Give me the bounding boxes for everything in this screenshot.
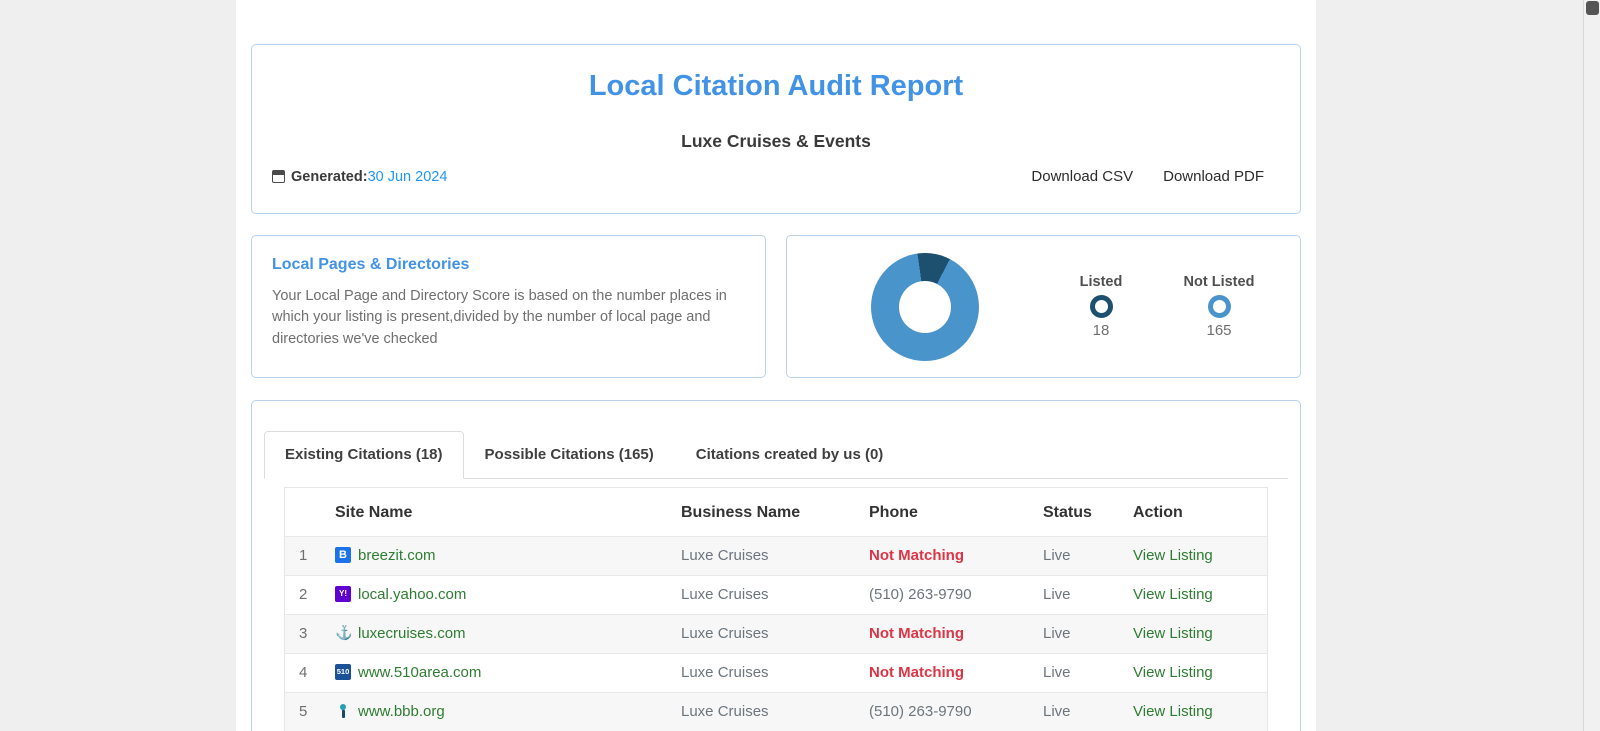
table-row: 5 www.bbb.org Luxe Cruises (510) 263-979… [285,693,1267,731]
citations-donut-chart [871,253,979,361]
score-card-description: Your Local Page and Directory Score is b… [272,286,745,350]
citations-table-panel: Site Name Business Name Phone Status Act… [284,487,1268,731]
yahoo-favicon: Y! [335,586,351,602]
col-phone: Phone [861,488,1035,537]
citations-table: Site Name Business Name Phone Status Act… [285,488,1267,731]
not-listed-donut-icon [1208,295,1231,318]
report-page: Local Citation Audit Report Luxe Cruises… [236,0,1316,731]
business-name: Luxe Cruises & Events [272,131,1280,152]
tab-citations-created[interactable]: Citations created by us (0) [675,431,905,479]
status-cell: Live [1035,537,1125,576]
row-index: 2 [285,576,327,615]
vertical-scrollbar[interactable] [1583,0,1600,731]
page-title: Local Citation Audit Report [272,69,1280,103]
scrollbar-thumb[interactable] [1586,1,1599,15]
col-index [285,488,327,537]
business-name-cell: Luxe Cruises [673,693,861,731]
legend-not-listed: Not Listed 165 [1181,274,1257,339]
site-link[interactable]: luxecruises.com [358,625,466,642]
table-row: 4 510 www.510area.com Luxe Cruises Not Ma… [285,654,1267,693]
listed-donut-icon [1090,295,1113,318]
status-cell: Live [1035,654,1125,693]
site-link[interactable]: www.510area.com [358,664,481,681]
business-name-cell: Luxe Cruises [673,576,861,615]
tab-possible-citations[interactable]: Possible Citations (165) [464,431,675,479]
col-site-name: Site Name [327,488,673,537]
donut-hole [899,281,951,333]
row-index: 3 [285,615,327,654]
site-link[interactable]: breezit.com [358,547,436,564]
report-header-card: Local Citation Audit Report Luxe Cruises… [251,44,1301,214]
col-business-name: Business Name [673,488,861,537]
citations-tabs: Existing Citations (18) Possible Citatio… [264,431,1288,479]
view-listing-link[interactable]: View Listing [1133,664,1213,681]
business-name-cell: Luxe Cruises [673,654,861,693]
site-link[interactable]: local.yahoo.com [358,586,466,603]
download-pdf-link[interactable]: Download PDF [1163,168,1264,185]
view-listing-link[interactable]: View Listing [1133,703,1213,720]
score-description-card: Local Pages & Directories Your Local Pag… [251,235,766,378]
calendar-icon [272,170,285,183]
row-index: 1 [285,537,327,576]
status-cell: Live [1035,693,1125,731]
view-listing-link[interactable]: View Listing [1133,547,1213,564]
generated-label: Generated: [291,169,368,185]
browser-viewport: Local Citation Audit Report Luxe Cruises… [0,0,1600,731]
status-cell: Live [1035,615,1125,654]
phone-cell: Not Matching [861,654,1035,693]
site-link[interactable]: www.bbb.org [358,703,445,720]
generated-date: 30 Jun 2024 [368,169,448,185]
col-status: Status [1035,488,1125,537]
row-index: 4 [285,654,327,693]
download-csv-link[interactable]: Download CSV [1031,168,1133,185]
download-links: Download CSV Download PDF [1031,168,1264,185]
citations-table-card: Existing Citations (18) Possible Citatio… [251,400,1301,731]
breezit-favicon: B [335,547,351,563]
view-listing-link[interactable]: View Listing [1133,625,1213,642]
legend-listed-value: 18 [1063,322,1139,339]
business-name-cell: Luxe Cruises [673,537,861,576]
phone-cell: (510) 263-9790 [861,693,1035,731]
phone-cell: (510) 263-9790 [861,576,1035,615]
status-cell: Live [1035,576,1125,615]
generated-info: Generated: 30 Jun 2024 [272,169,447,185]
table-row: 1 Bbreezit.com Luxe Cruises Not Matching… [285,537,1267,576]
phone-cell: Not Matching [861,615,1035,654]
business-name-cell: Luxe Cruises [673,615,861,654]
legend-not-listed-value: 165 [1181,322,1257,339]
citation-chart-card: Listed 18 Not Listed 165 [786,235,1301,378]
legend-listed-label: Listed [1063,274,1139,290]
legend-not-listed-label: Not Listed [1181,274,1257,290]
col-action: Action [1125,488,1267,537]
table-row: 3 ⚓ luxecruises.com Luxe Cruises Not Matc… [285,615,1267,654]
table-header-row: Site Name Business Name Phone Status Act… [285,488,1267,537]
row-index: 5 [285,693,327,731]
phone-cell: Not Matching [861,537,1035,576]
bbb-torch-favicon [335,703,351,719]
anchor-favicon: ⚓ [335,625,351,641]
score-card-heading: Local Pages & Directories [272,256,745,274]
table-row: 2 Y! local.yahoo.com Luxe Cruises (510) 2… [285,576,1267,615]
header-meta-row: Generated: 30 Jun 2024 Download CSV Down… [272,168,1280,185]
legend-listed: Listed 18 [1063,274,1139,339]
view-listing-link[interactable]: View Listing [1133,586,1213,603]
510area-favicon: 510 [335,664,351,680]
tab-existing-citations[interactable]: Existing Citations (18) [264,431,464,479]
summary-row: Local Pages & Directories Your Local Pag… [251,235,1301,378]
